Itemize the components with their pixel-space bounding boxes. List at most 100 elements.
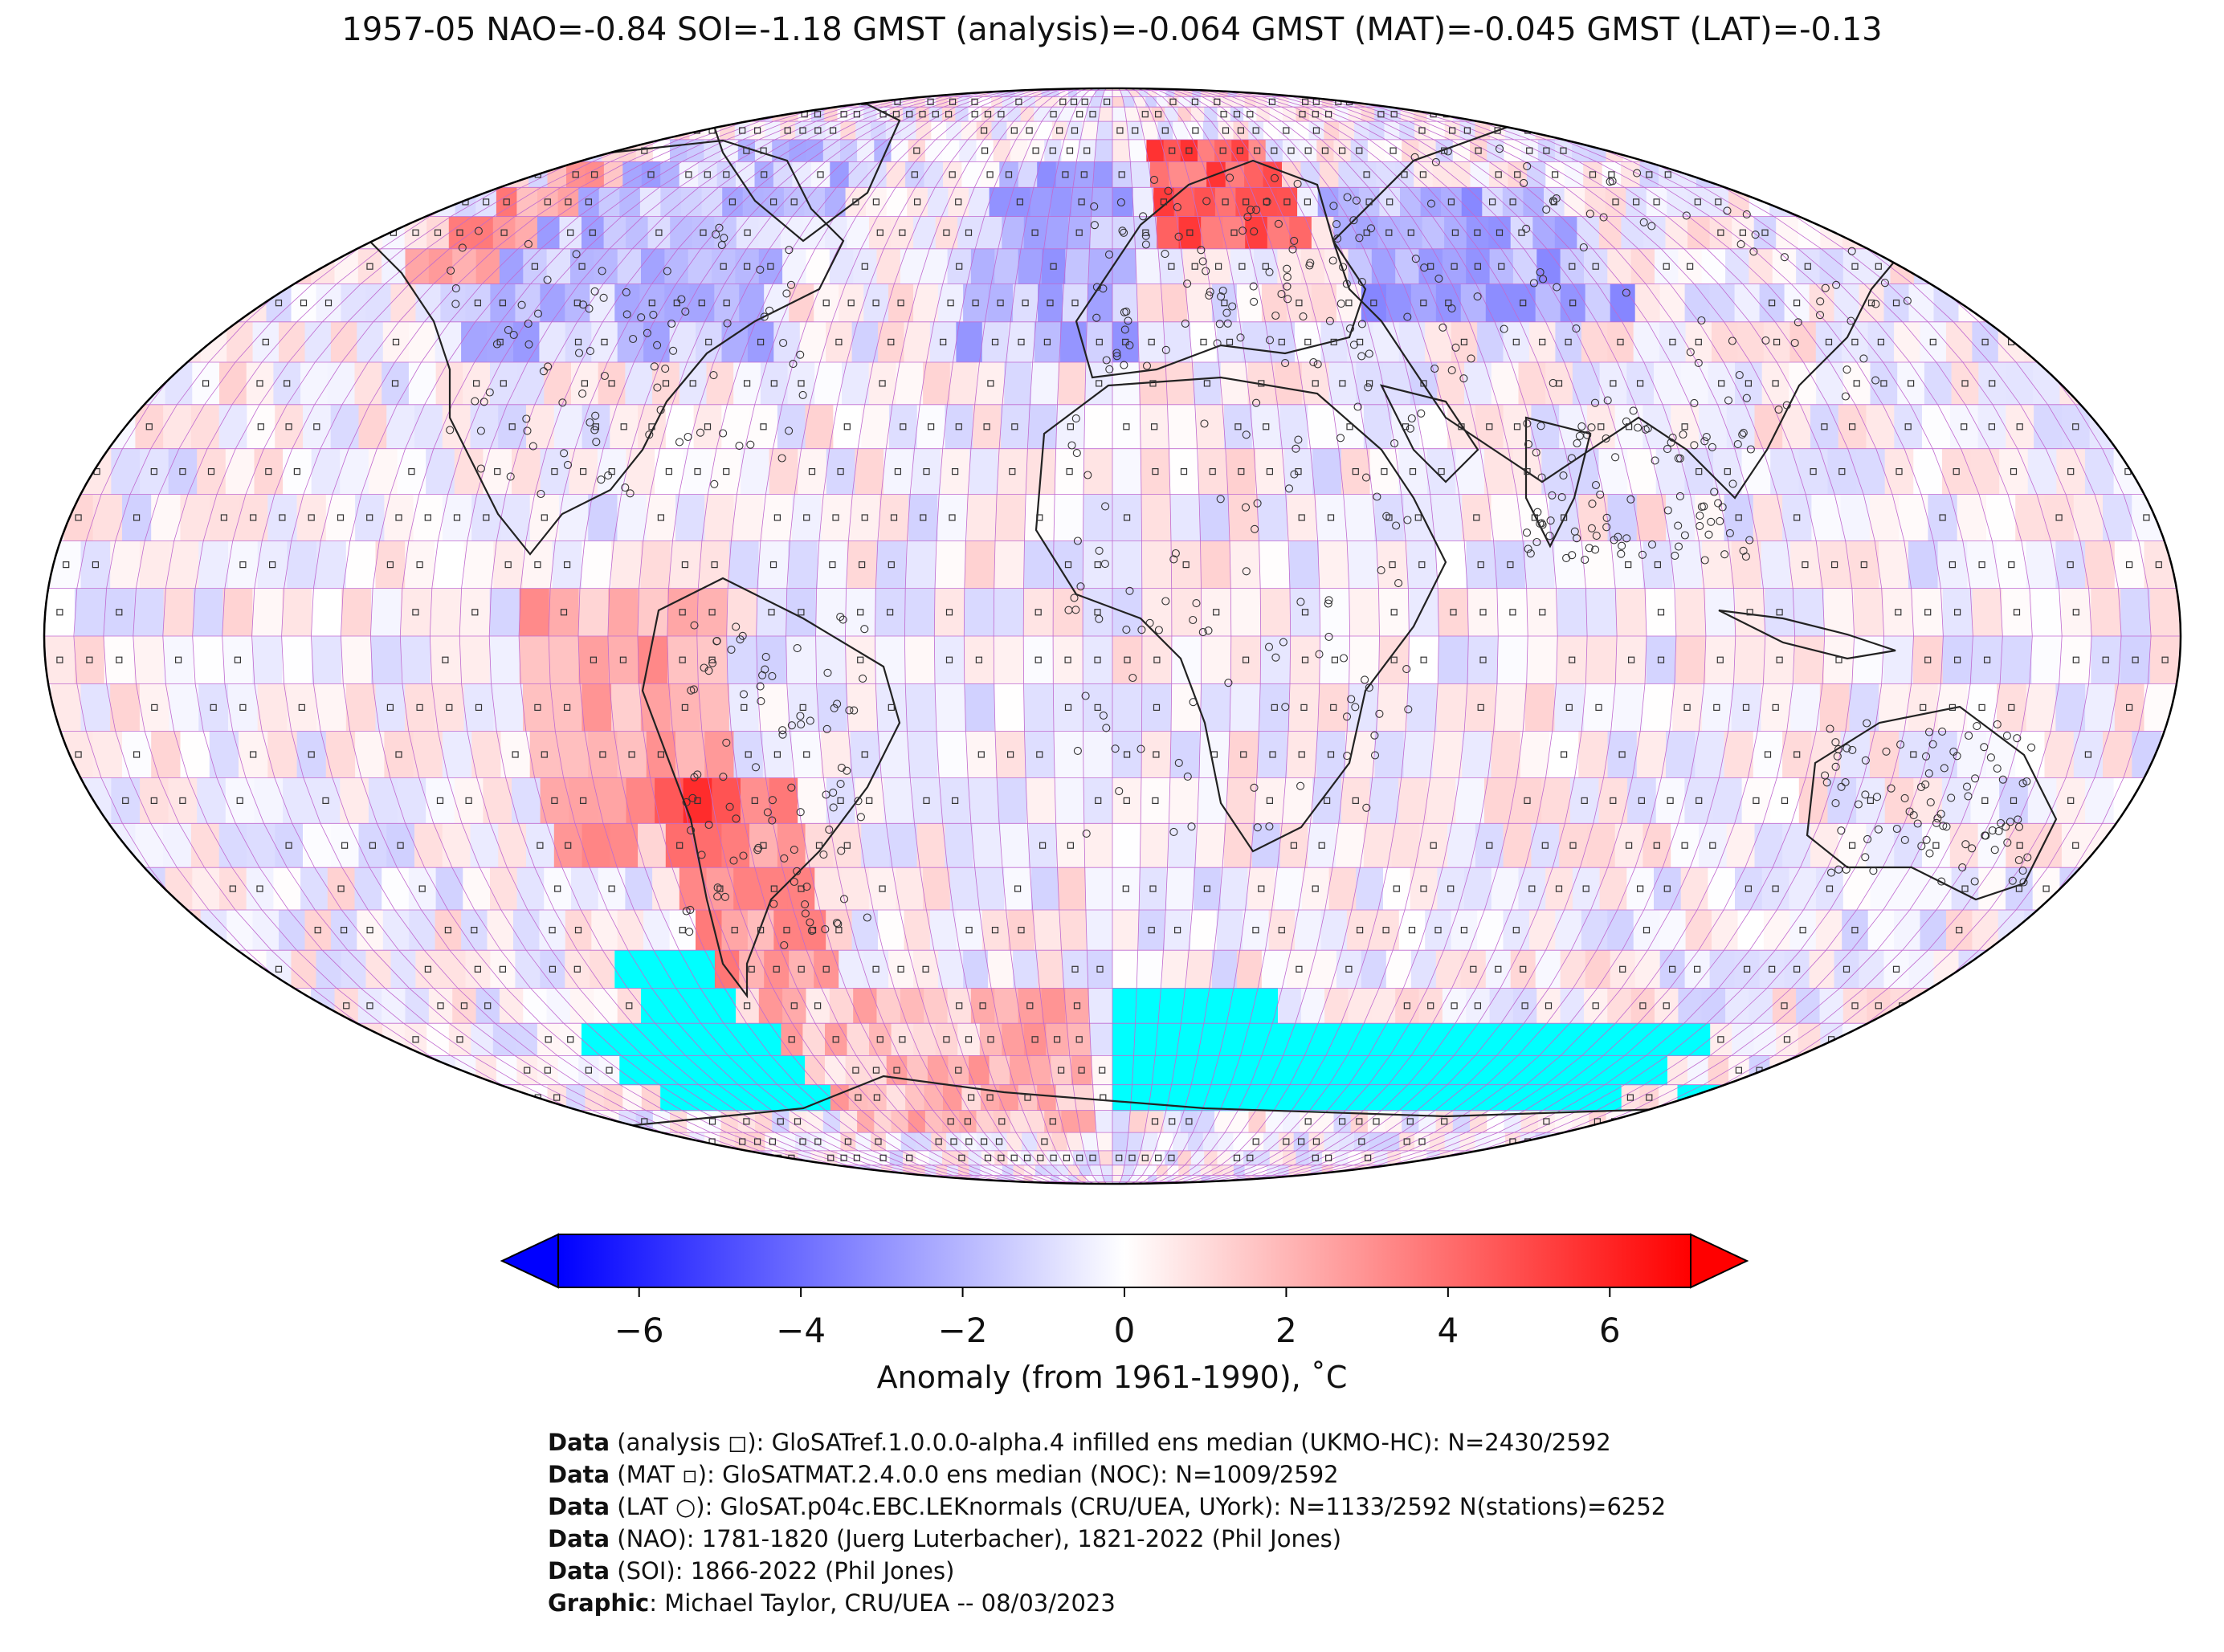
colorbar-tick-label: 0 <box>1113 1311 1136 1350</box>
grid-cell <box>1178 96 1190 108</box>
grid-cell <box>758 216 781 250</box>
credit-text: (LAT ○): GloSAT.p04c.EBC.LEKnormals (CRU… <box>610 1493 1667 1520</box>
grid-cell <box>681 187 703 218</box>
grid-cell <box>614 283 640 323</box>
grid-cell <box>1772 248 1797 285</box>
grid-cell <box>570 248 594 285</box>
grid-cell <box>1119 88 1127 92</box>
grid-cell <box>1035 96 1047 108</box>
grid-cell <box>1067 90 1078 97</box>
grid-cell <box>1282 139 1300 162</box>
grid-cell <box>1244 96 1256 108</box>
grid-cell <box>968 107 982 122</box>
grid-cell <box>1585 187 1606 218</box>
grid-cell <box>617 248 642 285</box>
grid-cell <box>565 283 590 323</box>
grid-cell <box>1217 107 1231 122</box>
grid-cell <box>1293 121 1310 141</box>
credit-key: Graphic <box>548 1589 650 1617</box>
grid-cell <box>664 248 689 285</box>
grid-cell <box>1214 139 1232 162</box>
grid-cell <box>1157 90 1166 97</box>
grid-cell <box>900 121 917 141</box>
grid-cell <box>1134 216 1157 250</box>
grid-cell <box>1338 161 1358 188</box>
grid-cell <box>908 139 926 162</box>
grid-cell <box>1244 161 1264 188</box>
grid-cell <box>754 161 774 188</box>
grid-cell <box>874 139 892 162</box>
grid-cell <box>993 139 1011 162</box>
grid-cell <box>490 283 516 323</box>
grid-cell <box>1165 90 1175 97</box>
grid-cell <box>1488 216 1512 250</box>
grid-cell <box>1188 121 1204 141</box>
grid-cell <box>1508 161 1528 188</box>
grid-cell <box>961 161 981 188</box>
grid-cell <box>869 216 892 250</box>
grid-cell <box>806 139 824 162</box>
grid-cell <box>1047 107 1061 122</box>
grid-cell <box>1092 88 1100 92</box>
anomaly-cells <box>45 88 2181 1184</box>
grid-cell <box>961 121 977 141</box>
grid-cell <box>1297 187 1319 218</box>
grid-cell <box>1014 90 1025 97</box>
colorbar-label: Anomaly (from 1961-1990), ˚C <box>876 1360 1348 1395</box>
grid-cell <box>1142 121 1158 141</box>
grid-cell <box>1037 121 1053 141</box>
grid-cell <box>928 107 943 122</box>
grid-cell <box>1324 121 1340 141</box>
grid-cell <box>1646 187 1667 218</box>
grid-cell <box>475 248 500 285</box>
grid-cell <box>997 90 1006 97</box>
colorbar <box>500 1233 1749 1297</box>
grid-cell <box>1605 187 1626 218</box>
grid-cell <box>1387 107 1402 122</box>
grid-cell <box>515 283 541 323</box>
map-title: 1957-05 NAO=-0.84 SOI=-1.18 GMST (analys… <box>341 11 1883 48</box>
grid-cell <box>590 283 615 323</box>
grid-cell <box>1470 139 1487 162</box>
grid-cell <box>1544 187 1565 218</box>
grid-cell <box>806 248 830 285</box>
grid-cell <box>947 248 972 285</box>
grid-cell <box>1059 107 1074 122</box>
grid-cell <box>1384 121 1400 141</box>
grid-cell <box>1418 248 1443 285</box>
grid-cell <box>1402 139 1419 162</box>
grid-cell <box>1564 161 1584 188</box>
grid-cell <box>1085 88 1093 92</box>
grid-cell <box>291 283 317 323</box>
grid-cell <box>891 216 914 250</box>
grid-cell <box>1169 161 1189 188</box>
grid-cell <box>1041 90 1051 97</box>
credit-text: (SOI): 1866-2022 (Phil Jones) <box>610 1557 955 1585</box>
grid-cell <box>1093 161 1113 188</box>
grid-cell <box>1350 139 1369 162</box>
grid-cell <box>1099 88 1107 92</box>
grid-cell <box>840 139 858 162</box>
colorbar-tick-label: −6 <box>614 1311 664 1350</box>
grid-cell <box>1067 216 1091 250</box>
grid-cell <box>1263 121 1279 141</box>
grid-cell <box>1201 90 1211 97</box>
grid-cell <box>857 139 875 162</box>
grid-cell <box>976 121 993 141</box>
grid-cell <box>1236 90 1247 97</box>
grid-cell <box>829 248 854 285</box>
grid-cell <box>1607 248 1632 285</box>
grid-cell <box>903 107 916 122</box>
grid-cell <box>994 107 1009 122</box>
grid-cell <box>1173 121 1189 141</box>
grid-cell <box>789 283 814 323</box>
grid-cell <box>755 139 773 162</box>
grid-cell <box>598 187 620 218</box>
grid-cell <box>1577 216 1600 250</box>
grid-cell <box>825 121 842 141</box>
grid-cell <box>1018 248 1043 285</box>
grid-cell <box>1626 187 1647 218</box>
grid-cell <box>758 248 783 285</box>
grid-cell <box>1333 139 1352 162</box>
colorbar-extend-high <box>1690 1233 1749 1289</box>
